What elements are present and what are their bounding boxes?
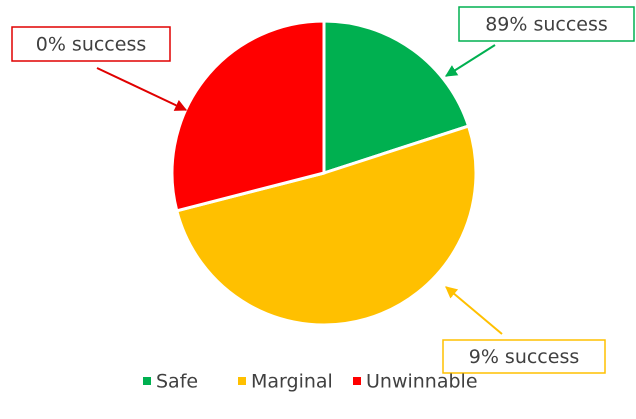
- annotation-arrow: [444, 44, 496, 77]
- legend-label: Safe: [156, 371, 198, 393]
- annotation-arrow: [445, 286, 503, 335]
- annotation-text: 89% success: [485, 14, 608, 36]
- pie-slice: [174, 124, 478, 327]
- annotation-arrow: [96, 67, 188, 111]
- annotation-box: [458, 6, 635, 42]
- pie-slice: [170, 19, 326, 213]
- legend-swatch: [238, 377, 246, 385]
- pie-slice: [322, 19, 471, 176]
- legend-label: Unwinnable: [366, 371, 478, 393]
- annotation-box: [442, 339, 606, 374]
- annotation-text: 0% success: [36, 34, 147, 56]
- annotation-text: 9% success: [469, 346, 580, 368]
- legend-swatch: [143, 377, 151, 385]
- legend-swatch: [353, 377, 361, 385]
- legend-label: Marginal: [251, 371, 333, 393]
- annotation-box: [11, 26, 171, 62]
